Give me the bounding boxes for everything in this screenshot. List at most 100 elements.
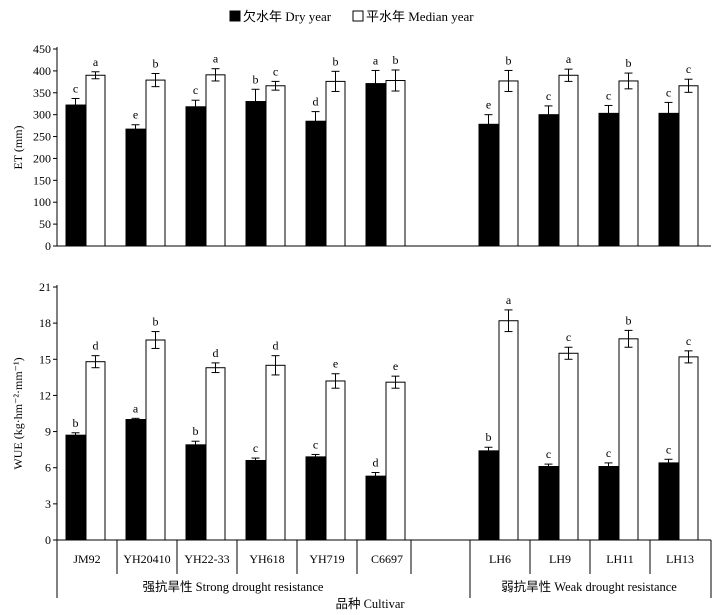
significance-letter: c <box>546 447 551 461</box>
significance-letter: c <box>606 88 611 102</box>
significance-letter: b <box>153 57 159 71</box>
category-label: LH9 <box>549 552 571 566</box>
dry-bar <box>658 112 679 247</box>
significance-letter: c <box>546 89 551 103</box>
dry-bar <box>658 462 679 541</box>
category-label: YH719 <box>309 552 344 566</box>
dry-bar <box>478 450 499 541</box>
category-label: JM92 <box>73 552 100 566</box>
significance-letter: e <box>393 359 398 373</box>
dry-bar <box>185 106 206 247</box>
category-label: YH22-33 <box>184 552 229 566</box>
significance-letter: c <box>686 334 691 348</box>
x-axis-title: 品种 Cultivar <box>335 597 405 611</box>
median-bar <box>145 79 166 247</box>
significance-letter: c <box>273 64 278 78</box>
group-label-weak: 弱抗旱性 Weak drought resistance <box>501 579 677 594</box>
category-label: C6697 <box>371 552 403 566</box>
y-tick-label: 15 <box>39 352 51 366</box>
significance-letter: c <box>253 441 258 455</box>
dry-bar <box>598 112 619 247</box>
significance-letter: b <box>506 53 512 67</box>
y-tick-label: 100 <box>33 195 51 209</box>
legend-label-dry: 欠水年 Dry year <box>243 9 332 24</box>
median-bar <box>618 80 639 247</box>
significance-letter: d <box>273 339 279 353</box>
median-bar <box>498 80 519 247</box>
dry-bar <box>125 419 146 541</box>
significance-letter: c <box>666 442 671 456</box>
significance-letter: b <box>153 315 159 329</box>
median-bar <box>85 74 106 247</box>
dry-bar <box>125 128 146 247</box>
median-bar <box>325 80 346 247</box>
significance-letter: a <box>373 53 379 67</box>
significance-letter: b <box>486 430 492 444</box>
median-bar <box>265 85 286 247</box>
y-axis-label: WUE (kg·hm⁻²·mm⁻¹) <box>11 357 25 469</box>
median-bar <box>618 338 639 541</box>
significance-letter: c <box>73 81 78 95</box>
median-bar <box>385 381 406 541</box>
significance-letter: c <box>686 62 691 76</box>
median-bar <box>678 85 699 247</box>
y-tick-label: 350 <box>33 86 51 100</box>
significance-letter: e <box>333 357 338 371</box>
y-tick-label: 250 <box>33 130 51 144</box>
significance-letter: e <box>486 98 491 112</box>
dry-bar <box>365 475 386 541</box>
y-tick-label: 0 <box>45 239 51 253</box>
y-tick-label: 200 <box>33 151 51 165</box>
median-bar <box>145 339 166 541</box>
legend-swatch-median <box>352 10 364 22</box>
median-bar <box>205 367 226 541</box>
significance-letter: c <box>193 83 198 97</box>
y-tick-label: 18 <box>39 316 51 330</box>
y-axis-label: ET (mm) <box>11 125 25 169</box>
median-bar <box>678 356 699 541</box>
legend-label-median: 平水年 Median year <box>366 9 474 24</box>
median-bar <box>498 320 519 541</box>
category-axis: JM92 YH20410 YH22-33 YH618 YH719 C6697 LH6 LH9 L… <box>56 540 712 598</box>
dry-bar <box>305 456 326 541</box>
significance-letter: d <box>373 456 379 470</box>
significance-letter: c <box>666 85 671 99</box>
dry-bar <box>185 444 206 541</box>
significance-letter: a <box>93 55 99 69</box>
y-tick-label: 50 <box>39 217 51 231</box>
y-tick-label: 450 <box>33 42 51 56</box>
significance-letter: c <box>566 330 571 344</box>
median-bar <box>205 74 226 247</box>
y-tick-label: 21 <box>39 280 51 294</box>
median-bar <box>558 74 579 247</box>
y-tick-label: 9 <box>45 425 51 439</box>
dry-bar <box>245 459 266 541</box>
y-tick-label: 6 <box>45 461 51 475</box>
legend: 欠水年 Dry year 平水年 Median year <box>229 9 474 24</box>
dry-bar <box>65 434 86 541</box>
dry-bar <box>65 104 86 247</box>
median-bar <box>85 361 106 541</box>
dry-bar <box>478 123 499 247</box>
significance-letter: b <box>73 416 79 430</box>
y-tick-label: 12 <box>39 388 51 402</box>
significance-letter: a <box>506 293 512 307</box>
significance-letter: b <box>626 56 632 70</box>
category-label: LH11 <box>606 552 634 566</box>
significance-letter: b <box>393 53 399 67</box>
significance-letter: a <box>213 52 219 66</box>
group-label-strong: 强抗旱性 Strong drought resistance <box>143 579 324 594</box>
significance-letter: b <box>333 54 339 68</box>
significance-letter: c <box>606 446 611 460</box>
dry-bar <box>538 466 559 541</box>
significance-letter: a <box>566 52 572 66</box>
category-label: YH20410 <box>123 552 170 566</box>
significance-letter: d <box>313 95 319 109</box>
dry-bar <box>245 101 266 247</box>
dry-bar <box>365 83 386 247</box>
category-label: LH13 <box>666 552 694 566</box>
significance-letter: d <box>93 339 99 353</box>
dry-bar <box>598 466 619 541</box>
median-bar <box>385 80 406 247</box>
